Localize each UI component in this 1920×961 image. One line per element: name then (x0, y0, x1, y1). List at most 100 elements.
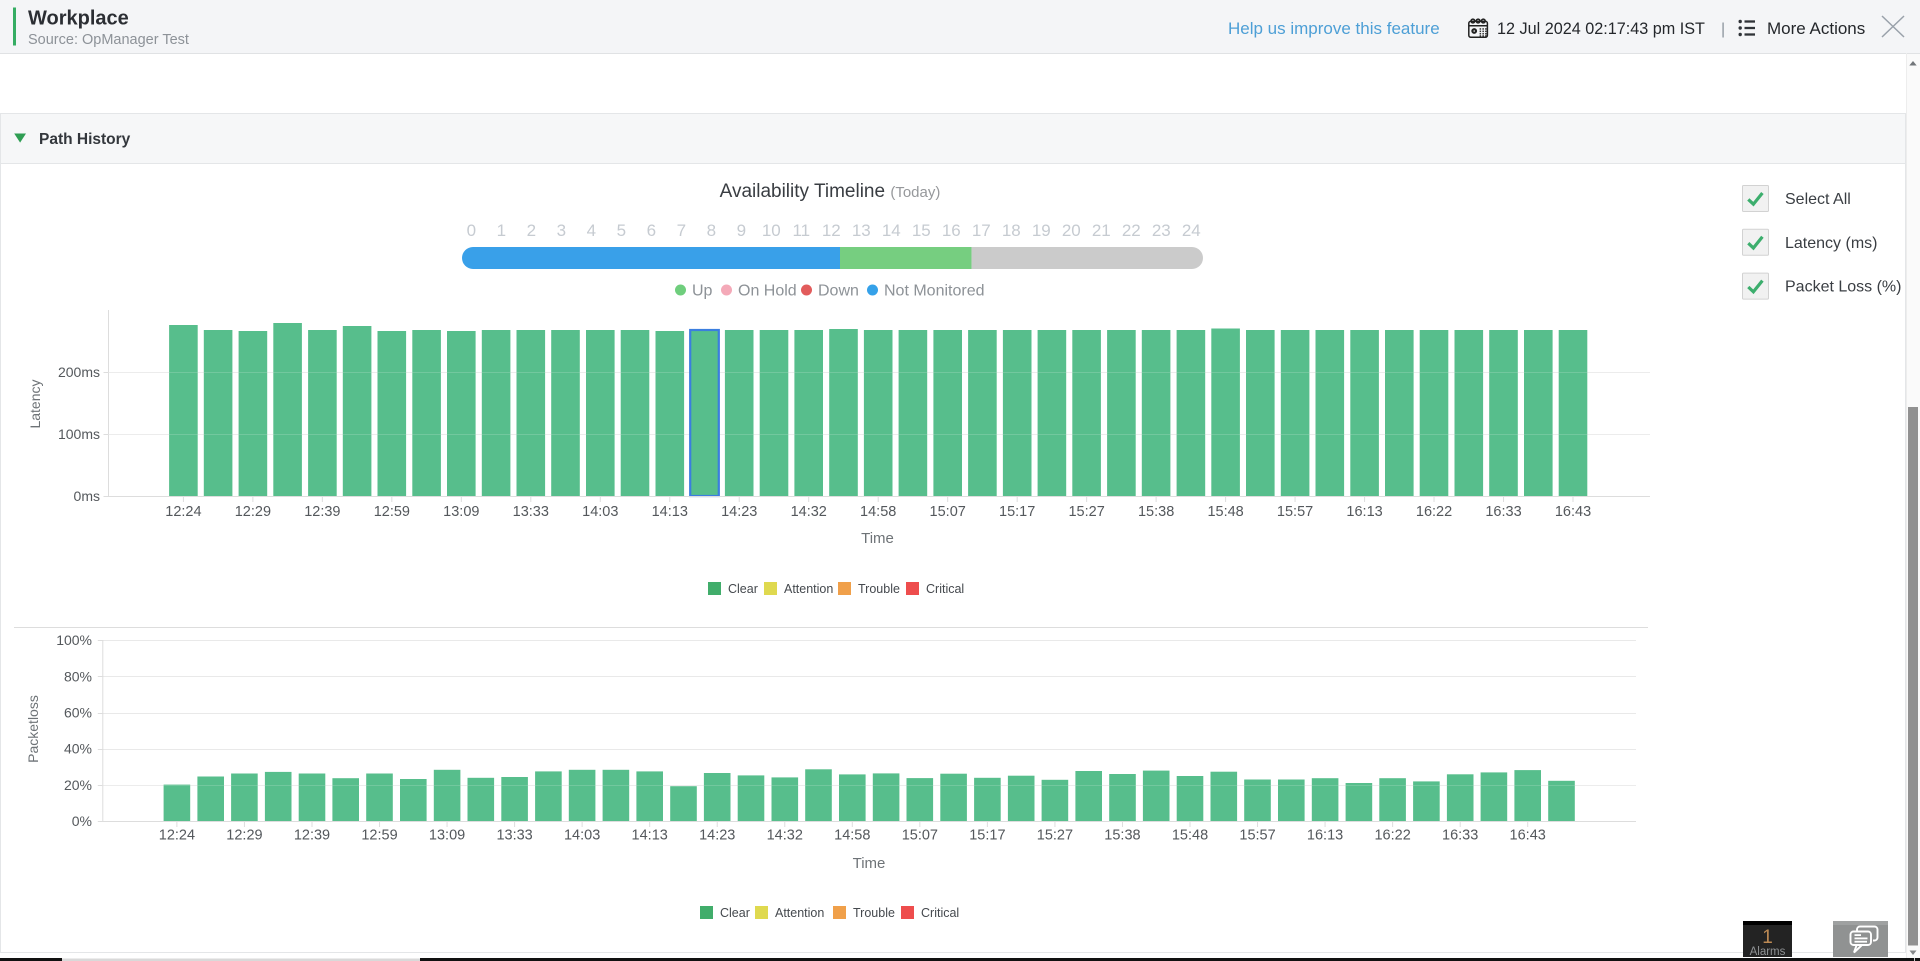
svg-text:10: 10 (762, 221, 781, 240)
svg-text:13:09: 13:09 (429, 828, 465, 844)
svg-text:2: 2 (527, 221, 536, 240)
svg-text:4: 4 (587, 221, 596, 240)
svg-text:200ms: 200ms (58, 364, 100, 380)
svg-text:Help us improve this feature: Help us improve this feature (1228, 19, 1440, 38)
svg-text:15:38: 15:38 (1138, 504, 1174, 520)
svg-text:8: 8 (707, 221, 716, 240)
svg-text:12:24: 12:24 (165, 504, 201, 520)
svg-text:1: 1 (1762, 927, 1773, 948)
svg-text:15:57: 15:57 (1239, 828, 1275, 844)
svg-text:11: 11 (792, 221, 810, 240)
svg-text:15:57: 15:57 (1277, 504, 1313, 520)
svg-text:Packet Loss (%): Packet Loss (%) (1785, 279, 1901, 296)
svg-text:14:13: 14:13 (652, 504, 688, 520)
svg-text:15:07: 15:07 (930, 504, 966, 520)
svg-text:Critical: Critical (926, 582, 964, 596)
svg-text:14:32: 14:32 (767, 828, 803, 844)
svg-text:0%: 0% (72, 813, 92, 829)
svg-text:Time: Time (861, 530, 894, 547)
svg-text:Attention: Attention (775, 906, 824, 920)
svg-text:22: 22 (1122, 221, 1141, 240)
svg-text:16:13: 16:13 (1307, 828, 1343, 844)
svg-text:Clear: Clear (728, 582, 758, 596)
svg-text:13:33: 13:33 (513, 504, 549, 520)
svg-text:80%: 80% (64, 668, 92, 684)
svg-text:21: 21 (1092, 221, 1111, 240)
svg-text:0ms: 0ms (74, 488, 100, 504)
svg-text:Trouble: Trouble (858, 582, 900, 596)
svg-text:14:58: 14:58 (860, 504, 896, 520)
svg-text:12:29: 12:29 (235, 504, 271, 520)
svg-text:14:23: 14:23 (721, 504, 757, 520)
svg-text:15:48: 15:48 (1172, 828, 1208, 844)
svg-text:12:59: 12:59 (361, 828, 397, 844)
svg-text:Select All: Select All (1785, 191, 1851, 208)
svg-text:Latency (ms): Latency (ms) (1785, 235, 1877, 252)
svg-text:15:17: 15:17 (999, 504, 1035, 520)
svg-text:17: 17 (972, 221, 991, 240)
svg-text:12:39: 12:39 (304, 504, 340, 520)
svg-text:More Actions: More Actions (1767, 19, 1865, 38)
svg-text:16:22: 16:22 (1416, 504, 1452, 520)
svg-text:24: 24 (1182, 221, 1201, 240)
svg-text:12: 12 (822, 221, 841, 240)
svg-text:6: 6 (647, 221, 656, 240)
svg-text:Latency: Latency (27, 379, 43, 428)
svg-text:Clear: Clear (720, 906, 750, 920)
svg-text:20%: 20% (64, 777, 92, 793)
svg-text:Time: Time (853, 855, 886, 872)
svg-text:Availability Timeline (Today): Availability Timeline (Today) (720, 181, 941, 202)
svg-text:Source: OpManager Test: Source: OpManager Test (28, 32, 189, 48)
svg-text:16:22: 16:22 (1374, 828, 1410, 844)
svg-text:0: 0 (467, 221, 476, 240)
svg-text:|: | (1721, 21, 1725, 38)
svg-text:3: 3 (557, 221, 566, 240)
svg-text:100ms: 100ms (58, 426, 100, 442)
svg-text:1: 1 (497, 221, 506, 240)
svg-text:12 Jul 2024 02:17:43 pm IST: 12 Jul 2024 02:17:43 pm IST (1497, 20, 1705, 38)
svg-text:Workplace: Workplace (28, 8, 129, 30)
svg-text:12:29: 12:29 (226, 828, 262, 844)
svg-text:19: 19 (1032, 221, 1051, 240)
svg-text:14:13: 14:13 (632, 828, 668, 844)
svg-text:9: 9 (737, 221, 746, 240)
svg-text:16:33: 16:33 (1485, 504, 1521, 520)
svg-text:16:43: 16:43 (1555, 504, 1591, 520)
svg-text:Critical: Critical (921, 906, 959, 920)
svg-text:Attention: Attention (784, 582, 833, 596)
svg-text:14: 14 (882, 221, 901, 240)
svg-text:15:07: 15:07 (902, 828, 938, 844)
svg-text:100%: 100% (56, 632, 92, 648)
svg-text:14:03: 14:03 (564, 828, 600, 844)
svg-text:15:27: 15:27 (1037, 828, 1073, 844)
svg-text:Alarms: Alarms (1750, 946, 1786, 958)
svg-text:14:03: 14:03 (582, 504, 618, 520)
svg-text:13: 13 (852, 221, 871, 240)
svg-text:23: 23 (1152, 221, 1171, 240)
svg-text:Up: Up (692, 283, 713, 300)
svg-text:Trouble: Trouble (853, 906, 895, 920)
svg-text:On Hold: On Hold (738, 283, 797, 300)
svg-text:5: 5 (617, 221, 626, 240)
svg-text:15:27: 15:27 (1068, 504, 1104, 520)
svg-text:Packetloss: Packetloss (25, 695, 41, 763)
svg-text:18: 18 (1002, 221, 1021, 240)
svg-text:Down: Down (818, 283, 859, 300)
svg-text:15:48: 15:48 (1207, 504, 1243, 520)
svg-text:16:43: 16:43 (1510, 828, 1546, 844)
svg-text:15: 15 (912, 221, 931, 240)
svg-text:16:13: 16:13 (1346, 504, 1382, 520)
svg-text:14:58: 14:58 (834, 828, 870, 844)
svg-text:40%: 40% (64, 741, 92, 757)
svg-text:60%: 60% (64, 705, 92, 721)
svg-text:12:24: 12:24 (159, 828, 195, 844)
svg-text:13:09: 13:09 (443, 504, 479, 520)
svg-text:14:32: 14:32 (791, 504, 827, 520)
svg-text:Path History: Path History (39, 131, 131, 148)
svg-text:Not Monitored: Not Monitored (884, 283, 985, 300)
svg-text:12:59: 12:59 (374, 504, 410, 520)
svg-text:13:33: 13:33 (496, 828, 532, 844)
svg-text:15:38: 15:38 (1104, 828, 1140, 844)
svg-text:14:23: 14:23 (699, 828, 735, 844)
svg-text:20: 20 (1062, 221, 1081, 240)
